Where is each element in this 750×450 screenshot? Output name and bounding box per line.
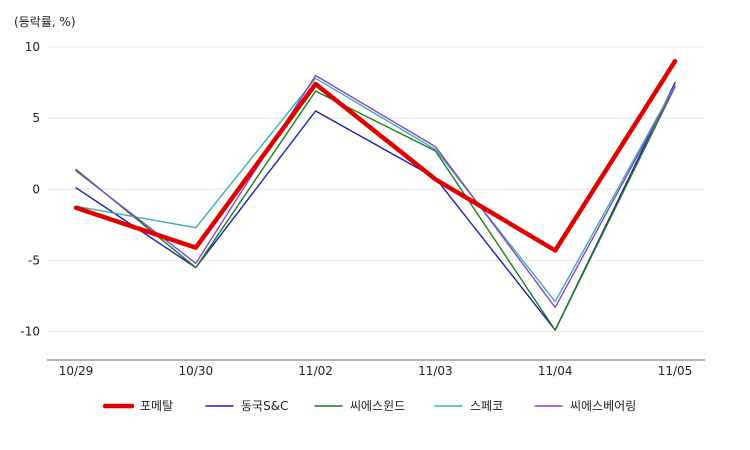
x-tick-label: 11/02 — [298, 364, 333, 378]
y-axis-unit-label: (등락률, %) — [14, 15, 76, 29]
y-tick-label: -10 — [20, 325, 40, 339]
series-layer — [73, 58, 678, 331]
legend-label: 씨에스베어링 — [570, 399, 636, 413]
y-tick-label: 0 — [32, 182, 40, 196]
x-tick-label: 10/30 — [179, 364, 214, 378]
y-tick-label: 10 — [25, 40, 40, 54]
legend-label: 동국S&C — [241, 399, 288, 413]
x-tick-label: 11/05 — [658, 364, 693, 378]
x-tick-label: 10/29 — [59, 364, 94, 378]
x-tick-label: 11/04 — [538, 364, 573, 378]
legend-label: 포메탈 — [140, 399, 173, 413]
series-line-스페코 — [75, 77, 676, 303]
y-tick-label: 5 — [32, 111, 40, 125]
legend: 포메탈 동국S&C 씨에스윈드 스페코 씨에스베어링 — [102, 399, 636, 413]
series-line-씨에스윈드 — [75, 86, 676, 331]
legend-label: 스페코 — [470, 399, 503, 413]
x-tick-label: 11/03 — [418, 364, 453, 378]
series-line-포메탈 — [73, 58, 678, 253]
y-tick-label: -5 — [28, 253, 40, 267]
axis-layer: 10 5 0 -5 -10 10/29 10/30 11/02 11/03 11/04 11/05 — [20, 40, 705, 378]
legend-label: 씨에스윈드 — [350, 399, 405, 413]
series-line-씨에스베어링 — [75, 74, 676, 309]
grid-layer — [47, 46, 705, 333]
